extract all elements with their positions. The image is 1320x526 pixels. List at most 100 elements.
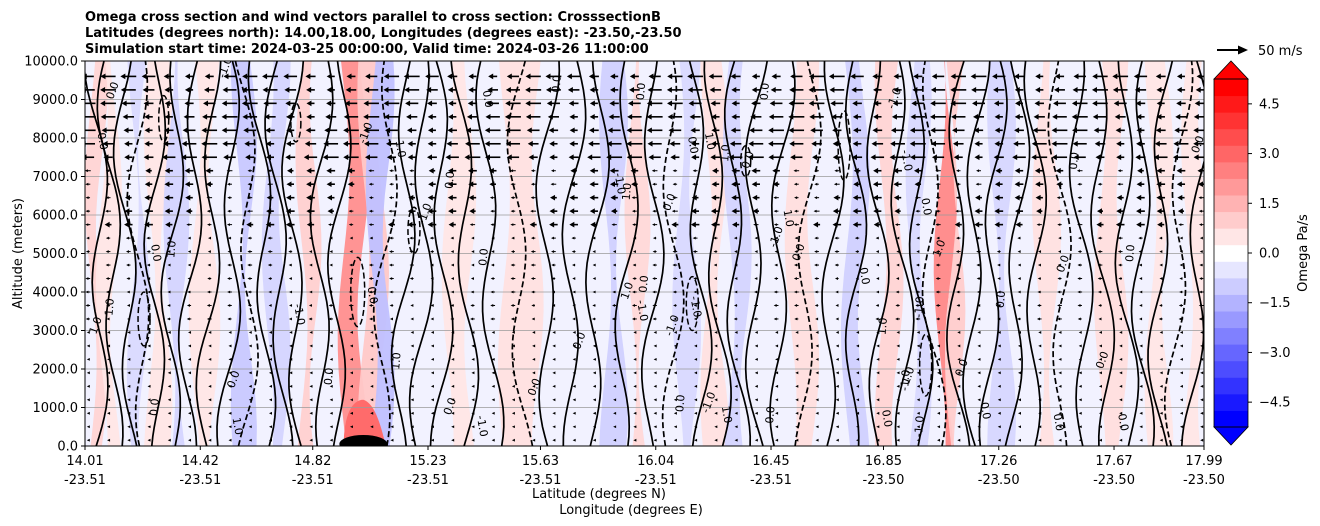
wind-vector-head bbox=[202, 113, 208, 120]
wind-vector bbox=[935, 263, 941, 267]
wind-vector-head bbox=[85, 250, 89, 254]
wind-vector bbox=[672, 250, 678, 254]
wind-vector-head bbox=[1193, 113, 1199, 120]
wind-vector-head bbox=[447, 194, 453, 201]
x-tick-label-lon: -23.51 bbox=[635, 473, 677, 488]
wind-vector-head bbox=[890, 140, 896, 147]
wind-vector bbox=[893, 167, 902, 174]
wind-vector-head bbox=[975, 194, 981, 201]
wind-vector bbox=[144, 140, 153, 147]
wind-vector bbox=[407, 140, 416, 147]
wind-vector bbox=[1096, 208, 1103, 215]
wind-vector bbox=[144, 127, 153, 134]
wind-vector bbox=[1077, 182, 1083, 186]
wind-vector bbox=[389, 277, 394, 280]
wind-vector-head bbox=[227, 209, 231, 213]
wind-vector bbox=[125, 236, 131, 240]
wind-vector bbox=[1136, 181, 1145, 188]
wind-vector bbox=[713, 236, 718, 240]
wind-vector-head bbox=[1014, 167, 1020, 174]
wind-vector-head bbox=[1199, 236, 1203, 240]
wind-vector-head bbox=[1156, 208, 1162, 215]
wind-vector-head bbox=[1136, 208, 1142, 215]
wind-vector bbox=[751, 181, 760, 188]
wind-vector bbox=[126, 263, 131, 267]
wind-vector bbox=[409, 250, 415, 254]
wind-vector bbox=[105, 236, 111, 240]
wind-vector-head bbox=[734, 277, 738, 280]
wind-vector-head bbox=[751, 73, 757, 80]
wind-vector bbox=[794, 209, 799, 213]
wind-vector bbox=[202, 113, 217, 120]
wind-vector bbox=[993, 154, 1004, 161]
wind-vector-head bbox=[268, 290, 272, 294]
y-tick-label: 10000.0 bbox=[24, 55, 78, 70]
wind-vector-head bbox=[873, 208, 879, 215]
wind-vector-head bbox=[365, 73, 371, 80]
wind-vector-head bbox=[389, 169, 393, 173]
wind-vector bbox=[530, 277, 536, 280]
wind-vector-head bbox=[832, 140, 838, 147]
wind-vector bbox=[912, 87, 924, 93]
wind-vector-head bbox=[893, 194, 899, 201]
wind-vector-head bbox=[326, 181, 332, 188]
wind-vector-head bbox=[267, 250, 271, 254]
wind-vector-head bbox=[834, 236, 838, 240]
wind-vector bbox=[690, 140, 700, 147]
wind-vector-head bbox=[469, 223, 473, 227]
wind-vector bbox=[1196, 73, 1204, 80]
wind-vector-head bbox=[447, 181, 453, 188]
wind-vector bbox=[955, 209, 962, 213]
wind-vector-head bbox=[309, 277, 313, 280]
wind-vector bbox=[471, 236, 475, 240]
wind-vector bbox=[1136, 208, 1145, 215]
wind-vector-head bbox=[103, 154, 109, 161]
wind-vector bbox=[669, 140, 681, 147]
wind-vector-head bbox=[1014, 181, 1020, 188]
wind-vector bbox=[607, 127, 621, 134]
wind-vector bbox=[974, 154, 983, 161]
wind-vector-head bbox=[289, 290, 293, 294]
wind-vector bbox=[1077, 209, 1083, 213]
wind-vector-head bbox=[470, 277, 474, 280]
wind-vector bbox=[265, 140, 275, 147]
wind-vector-head bbox=[125, 236, 129, 240]
wind-vector bbox=[409, 236, 415, 240]
wind-vector bbox=[750, 113, 762, 120]
wind-vector bbox=[546, 100, 560, 107]
wind-vector-head bbox=[590, 221, 596, 228]
wind-vector bbox=[569, 221, 578, 228]
wind-vector bbox=[125, 169, 131, 173]
wind-vector bbox=[668, 127, 682, 134]
wind-vector bbox=[1198, 196, 1204, 200]
wind-vector-head bbox=[770, 87, 776, 93]
wind-vector bbox=[855, 277, 859, 280]
wind-vector-head bbox=[955, 209, 959, 213]
contour-line bbox=[96, 61, 124, 446]
wind-vector bbox=[345, 87, 357, 93]
wind-vector-head bbox=[1097, 263, 1101, 267]
wind-vector bbox=[646, 127, 663, 134]
wind-vector-head bbox=[648, 154, 654, 161]
contour-line bbox=[112, 61, 138, 446]
wind-vector bbox=[142, 87, 155, 93]
wind-vector bbox=[323, 140, 339, 147]
wind-vector-head bbox=[768, 127, 774, 134]
wind-vector bbox=[1154, 140, 1167, 147]
wind-vector-head bbox=[407, 208, 413, 215]
wind-vector-head bbox=[105, 196, 109, 200]
wind-vector-head bbox=[950, 87, 956, 93]
wind-vector-head bbox=[227, 196, 231, 200]
wind-vector bbox=[344, 100, 358, 107]
wind-vector bbox=[754, 263, 758, 267]
wind-vector bbox=[489, 196, 496, 200]
wind-vector-head bbox=[633, 236, 637, 240]
wind-vector-head bbox=[612, 263, 616, 267]
wind-vector bbox=[930, 140, 946, 147]
wind-vector-head bbox=[285, 154, 291, 161]
wind-vector-head bbox=[183, 113, 189, 120]
wind-vector bbox=[930, 113, 947, 120]
wind-vector-head bbox=[488, 167, 494, 174]
wind-vector bbox=[996, 250, 1001, 254]
wind-vector bbox=[630, 167, 639, 174]
